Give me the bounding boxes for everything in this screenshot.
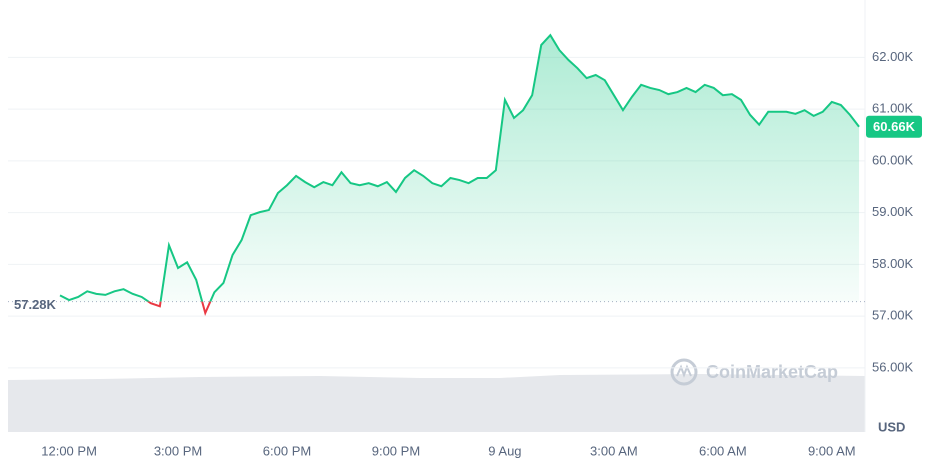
y-tick-label: 61.00K: [872, 101, 914, 116]
y-tick-label: 62.00K: [872, 49, 914, 64]
x-tick-label: 9 Aug: [488, 443, 521, 458]
x-tick-label: 12:00 PM: [41, 443, 97, 458]
watermark-text: CoinMarketCap: [706, 362, 838, 382]
x-tick-label: 6:00 AM: [699, 443, 747, 458]
volume-area: [8, 374, 865, 432]
price-line: [59, 33, 860, 302]
watermark: CoinMarketCap: [670, 358, 838, 386]
y-tick-label: 57.00K: [872, 308, 914, 323]
area: [60, 35, 860, 302]
x-tick-label: 3:00 PM: [154, 443, 202, 458]
y-tick-label: 58.00K: [872, 256, 914, 271]
x-tick-label: 9:00 PM: [372, 443, 420, 458]
current-price-badge: [866, 115, 922, 138]
y-tick-label: 60.00K: [872, 152, 914, 167]
currency-label: USD: [878, 419, 905, 434]
x-tick-label: 9:00 AM: [808, 443, 856, 458]
x-tick-label: 6:00 PM: [263, 443, 311, 458]
y-tick-label: 56.00K: [872, 359, 914, 374]
x-tick-label: 3:00 AM: [590, 443, 638, 458]
reference-label: 57.28K: [14, 297, 57, 312]
y-tick-label: 59.00K: [872, 204, 914, 219]
current-price-label: 60.66K: [873, 119, 916, 134]
